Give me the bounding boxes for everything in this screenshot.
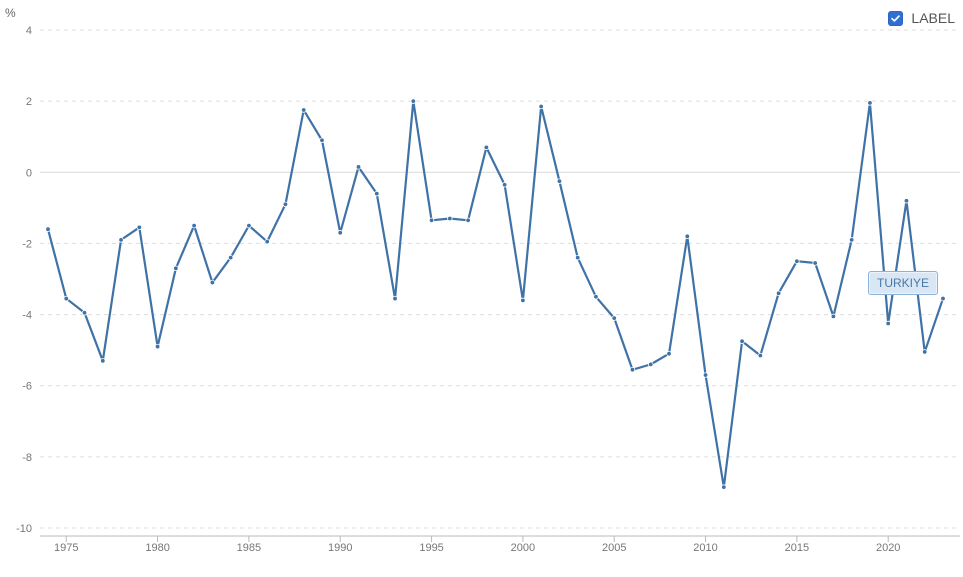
legend-label: LABEL bbox=[911, 10, 955, 26]
data-point[interactable] bbox=[154, 343, 161, 350]
x-tick-label: 2005 bbox=[602, 542, 626, 554]
data-point[interactable] bbox=[301, 107, 307, 113]
data-point[interactable] bbox=[136, 224, 143, 231]
data-point[interactable] bbox=[209, 279, 216, 286]
data-point[interactable] bbox=[465, 217, 471, 224]
data-point[interactable] bbox=[648, 361, 654, 368]
data-point[interactable] bbox=[574, 254, 581, 261]
data-point[interactable] bbox=[45, 226, 51, 232]
data-point[interactable] bbox=[867, 100, 873, 106]
data-point[interactable] bbox=[538, 103, 544, 110]
checkbox-icon[interactable] bbox=[888, 10, 904, 26]
y-tick-label: -6 bbox=[22, 381, 32, 393]
x-tick-label: 2010 bbox=[693, 542, 717, 554]
data-point[interactable] bbox=[319, 137, 325, 143]
data-point[interactable] bbox=[721, 484, 727, 490]
data-point[interactable] bbox=[611, 315, 617, 321]
data-point[interactable] bbox=[410, 98, 417, 104]
x-tick-label: 2020 bbox=[876, 542, 900, 554]
y-tick-label: 4 bbox=[26, 25, 32, 37]
data-point[interactable] bbox=[173, 265, 179, 272]
data-point[interactable] bbox=[812, 260, 818, 266]
x-tick-label: 1980 bbox=[145, 542, 169, 554]
data-point[interactable] bbox=[903, 198, 910, 204]
data-point[interactable] bbox=[501, 182, 508, 188]
y-tick-label: -8 bbox=[22, 452, 32, 464]
x-tick-label: 2015 bbox=[785, 542, 809, 554]
data-point[interactable] bbox=[684, 233, 690, 240]
data-point[interactable] bbox=[392, 295, 398, 302]
data-point[interactable] bbox=[830, 313, 837, 320]
x-tick-label: 1985 bbox=[237, 542, 261, 554]
data-point[interactable] bbox=[794, 258, 800, 264]
y-tick-label: -2 bbox=[22, 238, 32, 250]
y-tick-label: -10 bbox=[16, 523, 32, 535]
data-point[interactable] bbox=[593, 294, 599, 300]
data-point[interactable] bbox=[556, 178, 563, 184]
data-point[interactable] bbox=[337, 230, 343, 236]
data-point[interactable] bbox=[520, 297, 526, 304]
x-tick-label: 1975 bbox=[54, 542, 78, 554]
data-point[interactable] bbox=[264, 238, 270, 245]
data-point[interactable] bbox=[629, 367, 636, 373]
data-point[interactable] bbox=[775, 290, 782, 296]
x-tick-label: 1990 bbox=[328, 542, 352, 554]
data-point[interactable] bbox=[702, 372, 709, 378]
data-point[interactable] bbox=[282, 201, 289, 207]
series-tooltip: TURKIYE bbox=[868, 271, 939, 296]
data-point[interactable] bbox=[81, 310, 88, 316]
data-point[interactable] bbox=[757, 352, 764, 359]
series-line bbox=[46, 100, 945, 489]
data-point[interactable] bbox=[739, 338, 745, 344]
y-tick-label: -4 bbox=[22, 310, 32, 322]
x-tick-label: 2000 bbox=[511, 542, 535, 554]
data-point[interactable] bbox=[922, 349, 928, 355]
data-point[interactable] bbox=[100, 358, 106, 364]
data-point[interactable] bbox=[428, 217, 435, 224]
y-tick-label: 0 bbox=[26, 167, 32, 179]
y-axis-unit-label: % bbox=[5, 6, 16, 20]
legend-toggle[interactable]: LABEL bbox=[888, 10, 955, 26]
data-point[interactable] bbox=[483, 144, 490, 151]
data-point[interactable] bbox=[118, 237, 124, 243]
data-point[interactable] bbox=[940, 295, 946, 302]
data-point[interactable] bbox=[374, 190, 380, 197]
data-point[interactable] bbox=[885, 320, 891, 327]
data-point[interactable] bbox=[63, 295, 69, 302]
data-point[interactable] bbox=[227, 254, 234, 261]
y-tick-label: 2 bbox=[26, 96, 32, 108]
x-tick-label: 1995 bbox=[419, 542, 443, 554]
data-point[interactable] bbox=[355, 164, 362, 170]
data-point[interactable] bbox=[447, 215, 453, 222]
data-point[interactable] bbox=[666, 351, 672, 357]
data-point[interactable] bbox=[848, 237, 855, 243]
data-point[interactable] bbox=[191, 222, 197, 229]
data-point[interactable] bbox=[246, 222, 252, 229]
